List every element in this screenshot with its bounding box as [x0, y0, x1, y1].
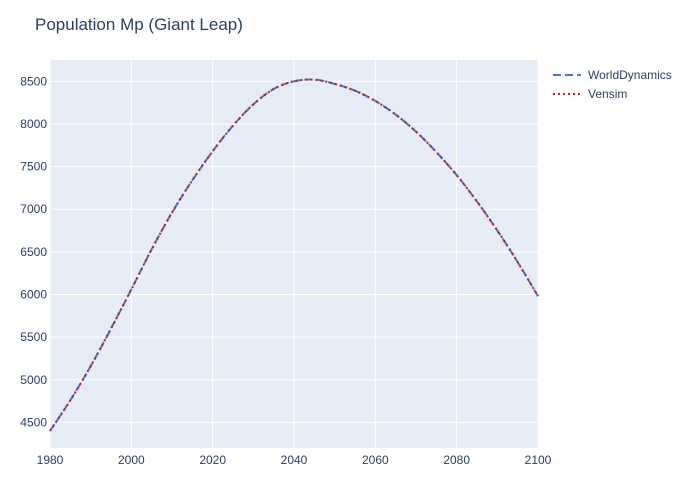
x-tick-label: 2020	[199, 453, 226, 467]
y-axis: 4500 5000 5500 6000 6500 7000 7500 8000 8500	[20, 74, 47, 429]
series-layer	[49, 78, 539, 432]
series-line-worlddynamics	[49, 78, 539, 432]
x-gridlines	[49, 60, 539, 448]
x-tick-label: 2060	[362, 453, 389, 467]
legend-label: WorldDynamics	[588, 68, 672, 82]
x-tick-label: 2000	[118, 453, 145, 467]
y-tick-label: 6000	[20, 288, 47, 302]
x-tick-label: 2080	[443, 453, 470, 467]
y-tick-label: 7000	[20, 202, 47, 216]
y-tick-label: 5000	[20, 373, 47, 387]
x-tick-label: 1980	[37, 453, 64, 467]
y-tick-label: 7500	[20, 160, 47, 174]
y-tick-label: 8000	[20, 117, 47, 131]
y-tick-label: 6500	[20, 245, 47, 259]
x-tick-label: 2100	[525, 453, 552, 467]
x-axis: 1980 2000 2020 2040 2060 2080 2100	[37, 453, 552, 467]
x-tick-label: 2040	[281, 453, 308, 467]
y-tick-label: 5500	[20, 330, 47, 344]
y-gridlines	[50, 80, 538, 423]
legend[interactable]: WorldDynamics Vensim	[553, 68, 672, 101]
chart-title: Population Mp (Giant Leap)	[35, 15, 243, 34]
y-tick-label: 4500	[20, 415, 47, 429]
legend-item-vensim[interactable]: Vensim	[553, 87, 627, 101]
y-tick-label: 8500	[20, 74, 47, 88]
legend-label: Vensim	[588, 87, 627, 101]
legend-item-worlddynamics[interactable]: WorldDynamics	[553, 68, 672, 82]
